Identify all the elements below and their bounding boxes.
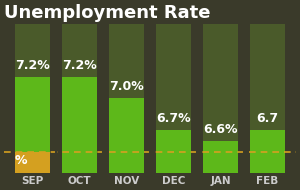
Bar: [203, 24, 238, 173]
Bar: [62, 24, 97, 173]
Text: %: %: [14, 154, 27, 167]
Bar: [250, 130, 285, 190]
Text: 7.2%: 7.2%: [15, 59, 50, 72]
Text: Unemployment Rate: Unemployment Rate: [4, 4, 211, 22]
Bar: [109, 24, 144, 173]
Bar: [15, 77, 50, 190]
Bar: [15, 24, 50, 173]
Text: 7.0%: 7.0%: [109, 80, 144, 93]
Bar: [62, 77, 97, 190]
Text: 7.2%: 7.2%: [62, 59, 97, 72]
Bar: [250, 24, 285, 173]
Bar: [156, 130, 191, 190]
Text: 6.7: 6.7: [256, 112, 279, 125]
Text: 6.6%: 6.6%: [203, 123, 238, 136]
Bar: [109, 98, 144, 190]
Bar: [203, 141, 238, 190]
Bar: [15, 152, 50, 173]
Bar: [156, 24, 191, 173]
Text: 6.7%: 6.7%: [156, 112, 191, 125]
